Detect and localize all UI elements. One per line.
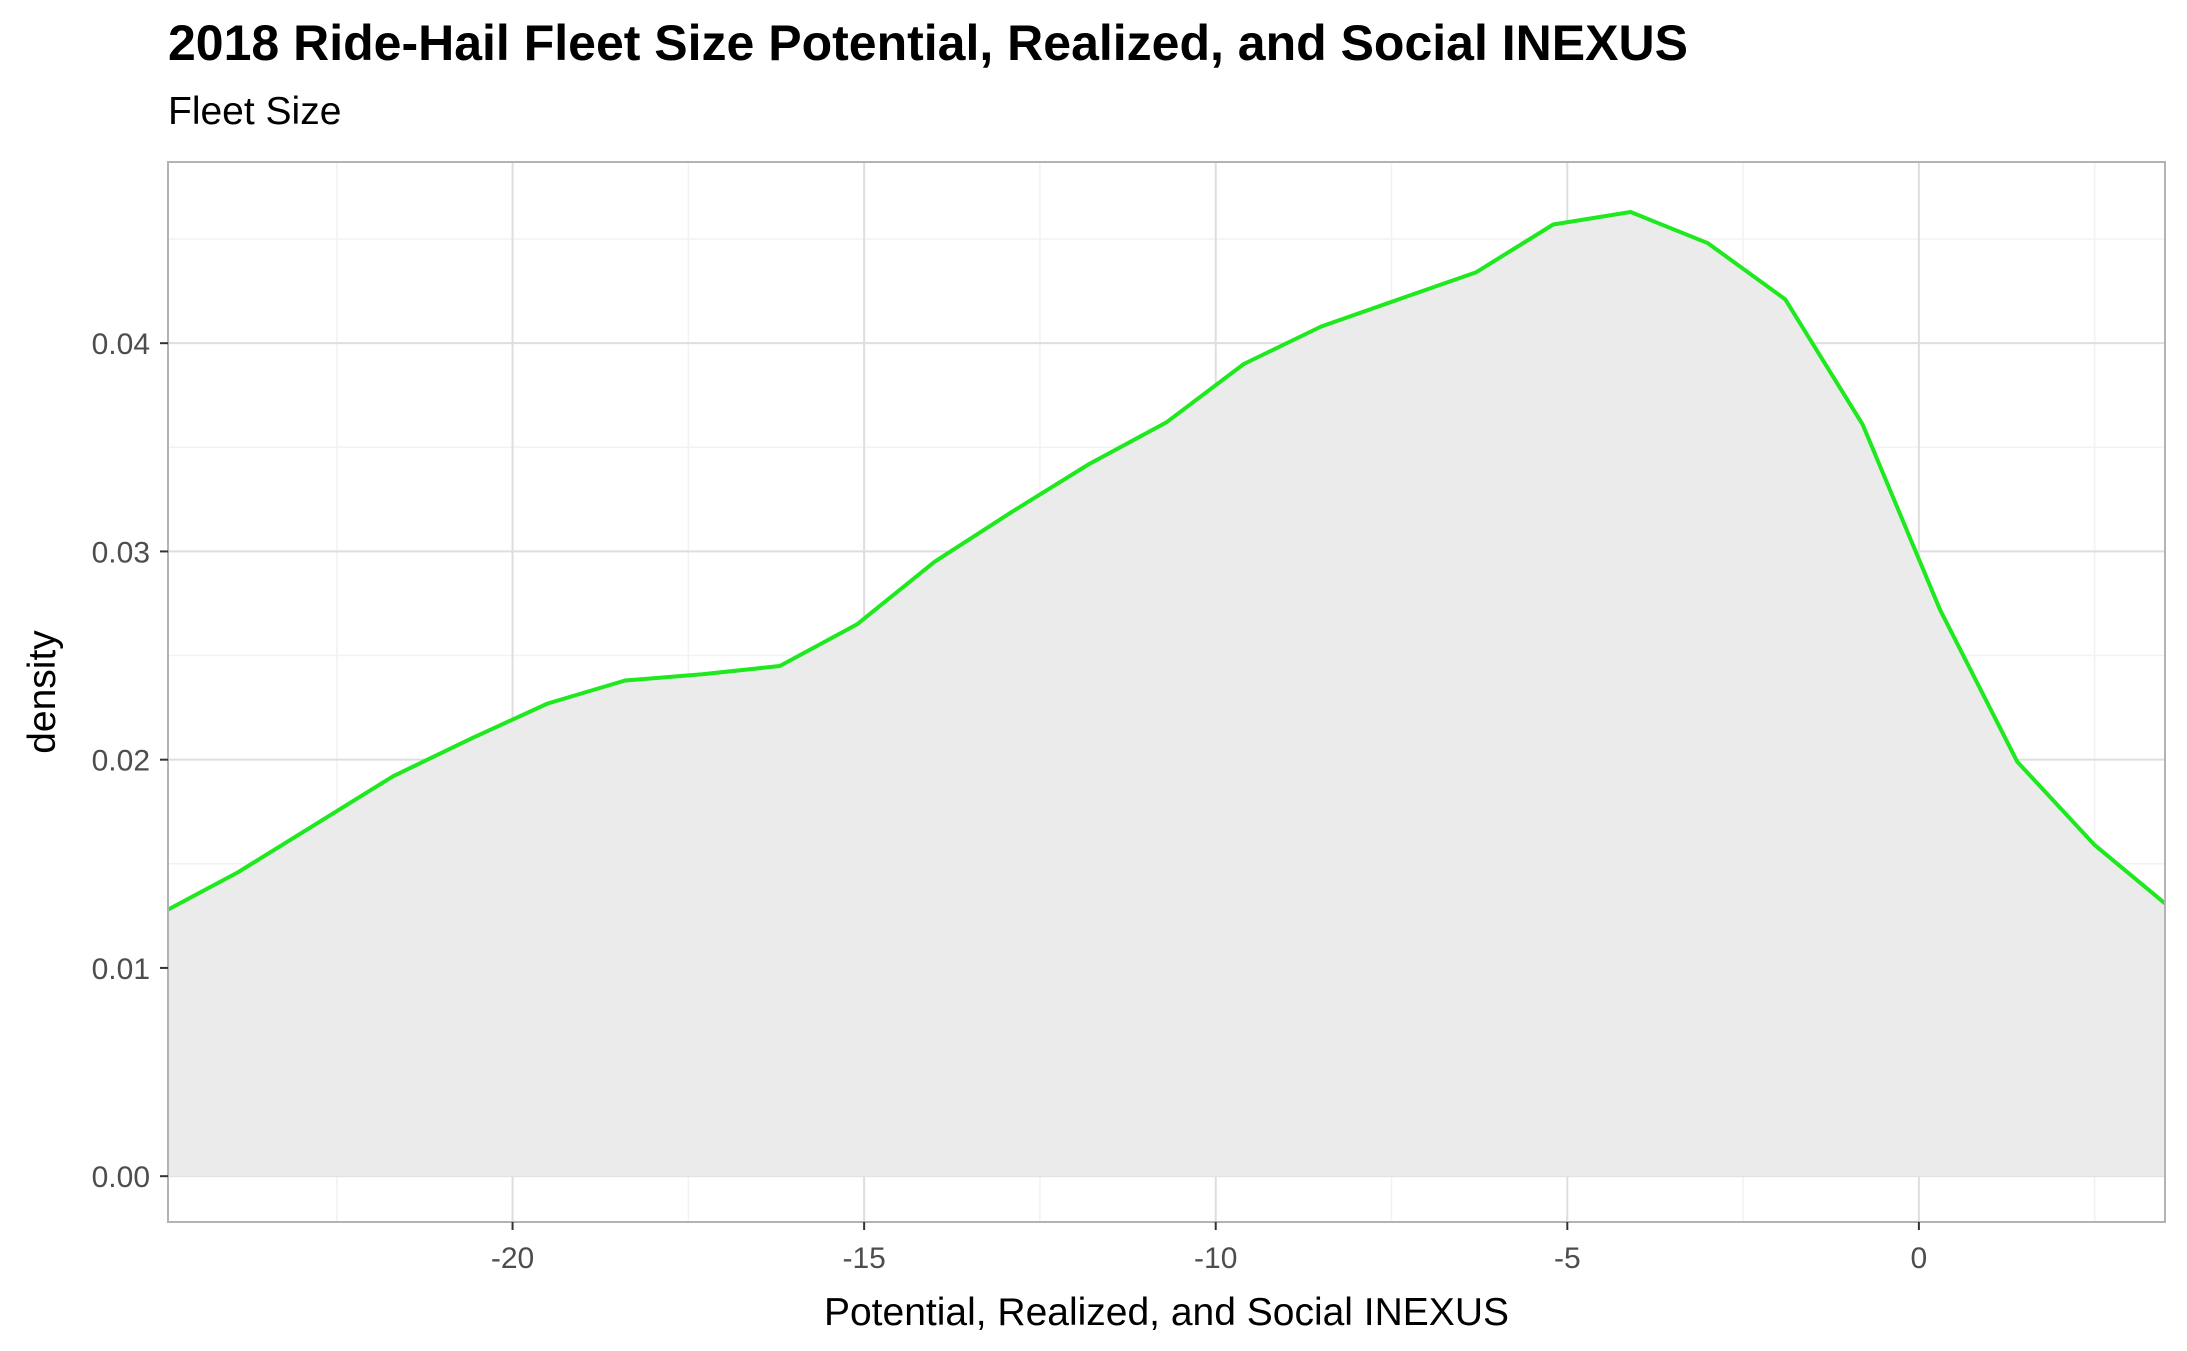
x-axis: -20 -15 -10 -5 0: [491, 1222, 1927, 1275]
y-tick-label: 0.04: [92, 328, 150, 361]
y-tick-label: 0.02: [92, 745, 150, 778]
plot-panel-border: [167, 161, 2166, 1223]
chart-subtitle: Fleet Size: [168, 90, 342, 133]
x-tick-label: -20: [491, 1242, 534, 1275]
x-tick-label: -5: [1554, 1242, 1581, 1275]
y-axis: 0.00 0.01 0.02 0.03 0.04: [92, 328, 168, 1194]
chart-title: 2018 Ride-Hail Fleet Size Potential, Rea…: [168, 15, 1688, 71]
density-line: [167, 210, 2167, 912]
x-axis-title: Potential, Realized, and Social INEXUS: [824, 1291, 1509, 1334]
y-tick-label: 0.03: [92, 536, 150, 569]
y-tick-label: 0.01: [92, 953, 150, 986]
x-tick-label: -10: [1194, 1242, 1237, 1275]
x-tick-label: 0: [1911, 1242, 1928, 1275]
y-axis-title: density: [21, 630, 64, 754]
density-area: [168, 212, 2165, 1177]
x-tick-label: -15: [842, 1242, 885, 1275]
y-tick-label: 0.00: [92, 1161, 150, 1194]
